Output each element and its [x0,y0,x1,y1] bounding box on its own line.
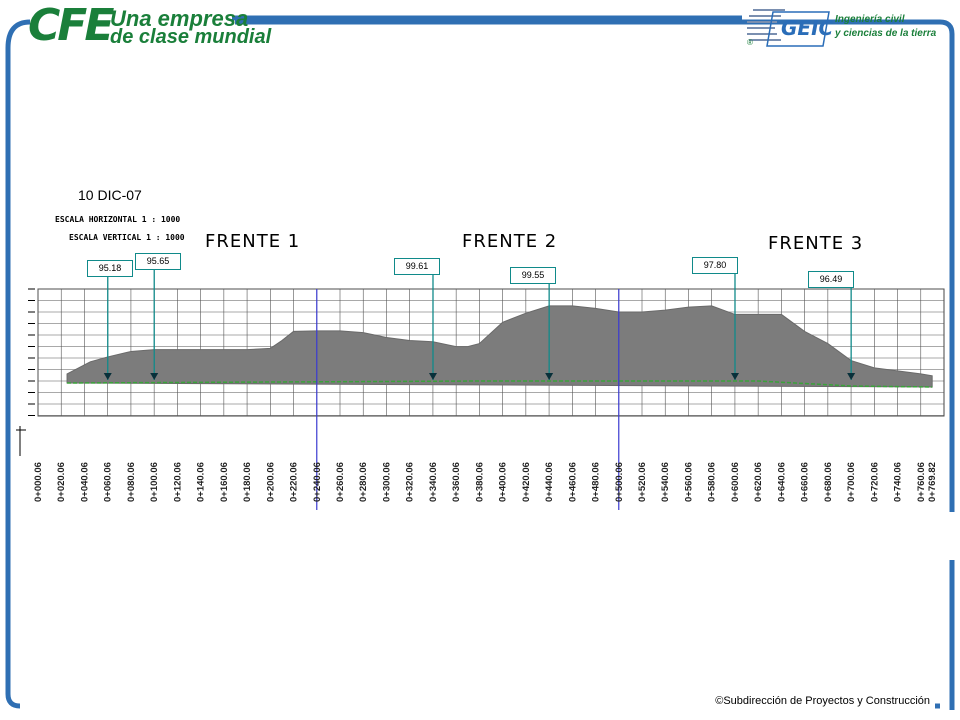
x-tick-label: 0+560.06 [683,462,694,502]
geic-logo: GEIC ® Ingeniería civil y ciencias de la… [745,4,945,54]
x-tick-label: 0+660.06 [800,462,811,502]
x-tick-label: 0+100.06 [149,462,160,502]
x-tick-label: 0+600.06 [730,462,741,502]
callout-arrowhead [103,373,112,380]
x-tick-label: 0+060.06 [103,462,114,502]
x-tick-label: 0+280.06 [358,462,369,502]
section-label-frente-1: FRENTE 1 [205,231,301,252]
x-tick-label: 0+740.06 [893,462,904,502]
cfe-tagline-line1: Una empresa [110,6,249,31]
elevation-callout: 95.18 [87,260,133,277]
elevation-callout: 97.80 [692,257,738,274]
x-tick-label: 0+260.06 [335,462,346,502]
elevation-callout: 99.61 [394,258,440,275]
x-tick-label: 0+200.06 [265,462,276,502]
x-tick-label: 0+760.06 [916,462,927,502]
x-tick-label: 0+620.06 [753,462,764,502]
x-tick-label: 0+320.06 [405,462,416,502]
x-tick-label: 0+240.06 [312,462,323,502]
callout-arrowhead [545,373,554,380]
x-tick-label: 0+680.06 [823,462,834,502]
geic-tagline-line1: Ingeniería civil [835,14,905,25]
x-tick-label: 0+440.06 [544,462,555,502]
horizontal-scale-label: ESCALA HORIZONTAL 1 : 1000 [55,215,181,224]
section-label-frente-3: FRENTE 3 [768,233,864,254]
cfe-tagline-line2: de clase mundial [110,26,272,48]
x-tick-label: 0+340.06 [428,462,439,502]
geic-emblem-icon [747,9,830,47]
callout-arrowhead [847,373,856,380]
x-tick-label: 0+640.06 [776,462,787,502]
x-tick-label: 0+540.06 [660,462,671,502]
x-tick-label: 0+460.06 [567,462,578,502]
x-tick-label: 0+000.06 [33,462,44,502]
footer-credit: ©Subdirección de Proyectos y Construcció… [715,695,930,707]
x-tick-label: 0+580.06 [707,462,718,502]
callout-arrowhead [428,373,437,380]
x-tick-label: 0+220.06 [289,462,300,502]
section-label-frente-2: FRENTE 2 [462,231,558,252]
x-tick-label: 0+020.06 [56,462,67,502]
x-tick-label: 0+180.06 [242,462,253,502]
x-tick-label: 0+420.06 [521,462,532,502]
elevation-callout: 95.65 [135,253,181,270]
cfe-logo: CFE Una empresa de clase mundial [28,0,271,51]
x-tick-label: 0+120.06 [172,462,183,502]
callout-arrowhead [730,373,739,380]
x-tick-label: 0+720.06 [869,462,880,502]
x-tick-label: 0+380.06 [474,462,485,502]
frame-border [5,19,955,710]
geic-tagline-line2: y ciencias de la tierra [835,28,937,39]
x-tick-label: 0+140.06 [196,462,207,502]
terrain-profile-area [66,305,933,388]
x-tick-label: 0+040.06 [79,462,90,502]
x-tick-label: 0+160.06 [219,462,230,502]
cfe-logo-mark: CFE [28,0,114,51]
vertical-scale-label: ESCALA VERTICAL 1 : 1000 [69,233,185,242]
drawing-date: 10 DIC-07 [78,187,142,203]
elevation-callout: 96.49 [808,271,854,288]
geic-logo-mark: GEIC [781,16,834,40]
x-tick-label: 0+500.06 [614,462,625,502]
x-tick-label: 0+700.06 [846,462,857,502]
x-tick-label: 0+769.82 [927,462,938,502]
elevation-callout: 99.55 [510,267,556,284]
x-tick-label: 0+300.06 [381,462,392,502]
x-tick-label: 0+400.06 [498,462,509,502]
ground-line-series [67,380,933,388]
x-tick-label: 0+520.06 [637,462,648,502]
x-tick-label: 0+480.06 [591,462,602,502]
x-tick-label: 0+080.06 [126,462,137,502]
registered-mark: ® [747,38,753,47]
callout-arrowhead [150,373,159,380]
x-tick-label: 0+360.06 [451,462,462,502]
